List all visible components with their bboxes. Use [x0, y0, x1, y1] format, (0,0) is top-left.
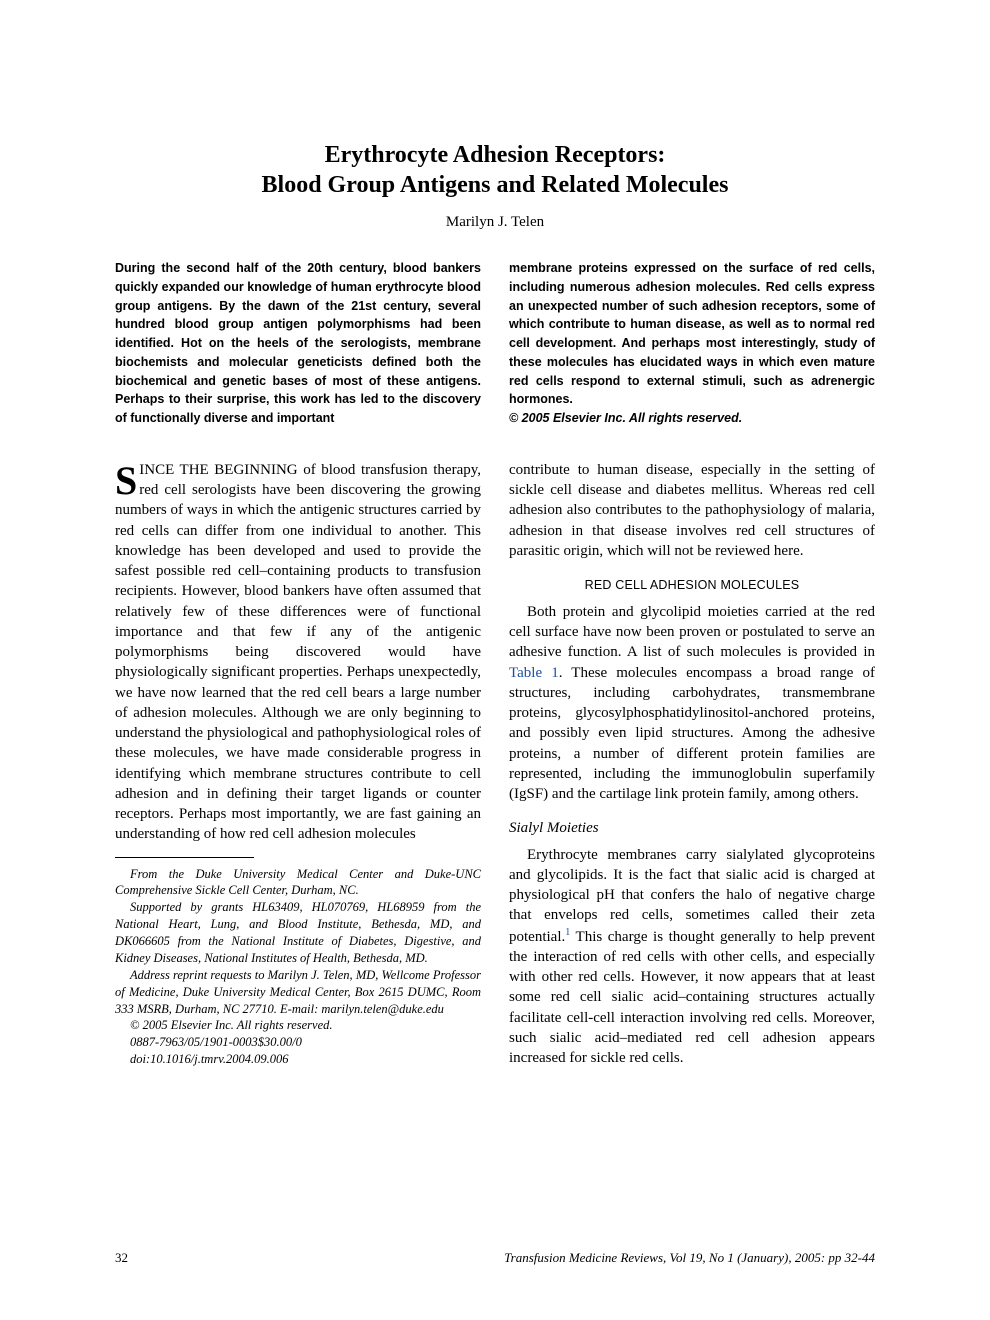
- author-name: Marilyn J. Telen: [115, 214, 875, 231]
- body-right-p3: Erythrocyte membranes carry sialylated g…: [509, 845, 875, 1069]
- article-title: Erythrocyte Adhesion Receptors: Blood Gr…: [115, 140, 875, 200]
- body-left-p1-rest: of blood transfusion therapy, red cell s…: [115, 462, 481, 843]
- footnote-issn: 0887-7963/05/1901-0003$30.00/0: [115, 1034, 481, 1051]
- page-footer: 32 Transfusion Medicine Reviews, Vol 19,…: [115, 1250, 875, 1266]
- footnotes: From the Duke University Medical Center …: [115, 866, 481, 1069]
- body-right-p2: Both protein and glycolipid moieties car…: [509, 602, 875, 805]
- body-columns: SINCE THE BEGINNING of blood transfusion…: [115, 460, 875, 1069]
- abstract-right-column: membrane proteins expressed on the surfa…: [509, 259, 875, 428]
- body-left-p1: SINCE THE BEGINNING of blood transfusion…: [115, 460, 481, 845]
- body-right-p2a: Both protein and glycolipid moieties car…: [509, 604, 875, 661]
- footnote-affiliation: From the Duke University Medical Center …: [115, 866, 481, 900]
- footnote-address: Address reprint requests to Marilyn J. T…: [115, 967, 481, 1018]
- abstract-right-text: membrane proteins expressed on the surfa…: [509, 261, 875, 406]
- footnote-copyright: © 2005 Elsevier Inc. All rights reserved…: [115, 1017, 481, 1034]
- page-number: 32: [115, 1250, 128, 1266]
- body-left-column: SINCE THE BEGINNING of blood transfusion…: [115, 460, 481, 1069]
- abstract: During the second half of the 20th centu…: [115, 259, 875, 428]
- section-heading-red-cell: RED CELL ADHESION MOLECULES: [509, 577, 875, 594]
- abstract-left-column: During the second half of the 20th centu…: [115, 259, 481, 428]
- abstract-left-text: During the second half of the 20th centu…: [115, 261, 481, 425]
- abstract-copyright: © 2005 Elsevier Inc. All rights reserved…: [509, 411, 742, 425]
- title-line-1: Erythrocyte Adhesion Receptors:: [115, 140, 875, 170]
- footnote-support: Supported by grants HL63409, HL070769, H…: [115, 899, 481, 967]
- title-line-2: Blood Group Antigens and Related Molecul…: [115, 170, 875, 200]
- body-right-p3b: This charge is thought generally to help…: [509, 929, 875, 1067]
- subheading-sialyl: Sialyl Moieties: [509, 818, 875, 838]
- footnote-doi: doi:10.1016/j.tmrv.2004.09.006: [115, 1051, 481, 1068]
- dropcap: S: [115, 460, 139, 498]
- body-left-p1-caps: INCE THE BEGINNING: [139, 462, 297, 478]
- table-1-link[interactable]: Table 1: [509, 665, 559, 681]
- body-right-p2b: . These molecules encompass a broad rang…: [509, 665, 875, 803]
- footnote-separator: [115, 857, 254, 858]
- body-right-p1: contribute to human disease, especially …: [509, 460, 875, 561]
- journal-citation: Transfusion Medicine Reviews, Vol 19, No…: [504, 1250, 875, 1266]
- body-right-column: contribute to human disease, especially …: [509, 460, 875, 1069]
